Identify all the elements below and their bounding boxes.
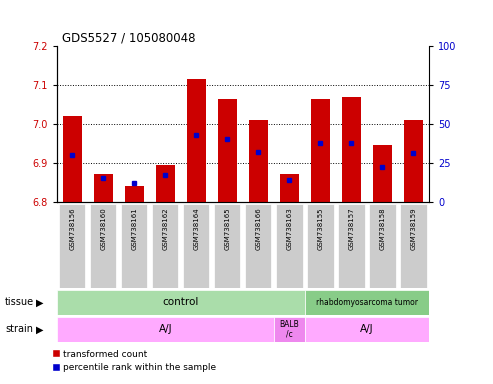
- FancyBboxPatch shape: [121, 204, 147, 288]
- Text: strain: strain: [5, 324, 33, 334]
- Text: tissue: tissue: [5, 297, 34, 308]
- Text: GSM738158: GSM738158: [380, 208, 386, 250]
- FancyBboxPatch shape: [90, 204, 116, 288]
- Bar: [156, 165, 175, 202]
- Bar: [249, 120, 268, 202]
- FancyBboxPatch shape: [338, 204, 364, 288]
- Text: GSM738161: GSM738161: [131, 208, 137, 250]
- Bar: [311, 99, 330, 202]
- Text: GSM738157: GSM738157: [349, 208, 354, 250]
- Bar: [280, 174, 299, 202]
- Bar: [187, 79, 206, 202]
- Text: ▶: ▶: [35, 297, 43, 308]
- FancyBboxPatch shape: [274, 317, 305, 342]
- Text: GSM738162: GSM738162: [162, 208, 168, 250]
- Bar: [125, 186, 143, 202]
- Bar: [404, 120, 423, 202]
- Text: BALB
/c: BALB /c: [280, 320, 299, 338]
- Bar: [373, 145, 391, 202]
- Bar: [94, 174, 112, 202]
- Bar: [218, 99, 237, 202]
- Text: rhabdomyosarcoma tumor: rhabdomyosarcoma tumor: [316, 298, 418, 307]
- FancyBboxPatch shape: [245, 204, 272, 288]
- Text: GSM738166: GSM738166: [255, 208, 261, 250]
- FancyBboxPatch shape: [276, 204, 303, 288]
- FancyBboxPatch shape: [183, 204, 210, 288]
- Text: GSM738159: GSM738159: [410, 208, 417, 250]
- Text: A/J: A/J: [360, 324, 374, 334]
- Text: GSM738165: GSM738165: [224, 208, 230, 250]
- Bar: [342, 97, 361, 202]
- FancyBboxPatch shape: [57, 290, 305, 315]
- Text: GSM738155: GSM738155: [317, 208, 323, 250]
- FancyBboxPatch shape: [400, 204, 426, 288]
- FancyBboxPatch shape: [305, 290, 429, 315]
- Text: ▶: ▶: [35, 324, 43, 334]
- Text: GDS5527 / 105080048: GDS5527 / 105080048: [62, 31, 195, 44]
- Bar: [63, 116, 81, 202]
- Text: GSM738164: GSM738164: [193, 208, 199, 250]
- Text: GSM738160: GSM738160: [100, 208, 106, 250]
- FancyBboxPatch shape: [152, 204, 178, 288]
- FancyBboxPatch shape: [305, 317, 429, 342]
- Legend: transformed count, percentile rank within the sample: transformed count, percentile rank withi…: [49, 346, 220, 376]
- FancyBboxPatch shape: [57, 317, 274, 342]
- Text: A/J: A/J: [158, 324, 172, 334]
- Text: control: control: [163, 297, 199, 308]
- Text: GSM738156: GSM738156: [69, 208, 75, 250]
- FancyBboxPatch shape: [214, 204, 241, 288]
- FancyBboxPatch shape: [369, 204, 395, 288]
- Text: GSM738163: GSM738163: [286, 208, 292, 250]
- FancyBboxPatch shape: [307, 204, 334, 288]
- FancyBboxPatch shape: [59, 204, 85, 288]
